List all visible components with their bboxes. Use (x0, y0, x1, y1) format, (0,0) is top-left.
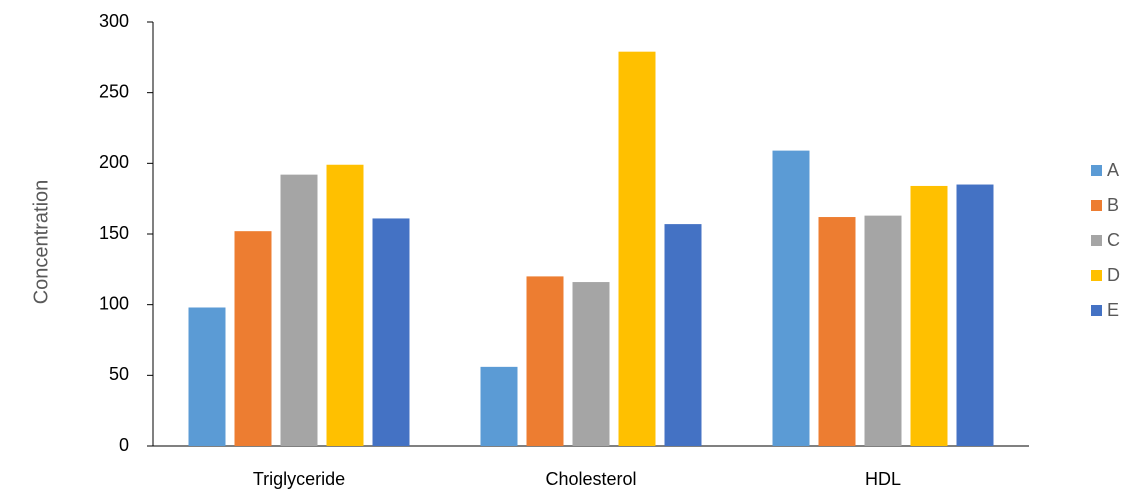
bar-A-HDL (772, 150, 810, 446)
bar-C-Cholesterol (572, 282, 610, 446)
bar-E-Triglyceride (372, 218, 410, 446)
y-tick-label: 150 (99, 223, 129, 243)
y-tick-label: 50 (109, 364, 129, 384)
bar-C-HDL (864, 215, 902, 446)
y-axis-label: Concentration (30, 180, 52, 305)
legend-label-E: E (1107, 300, 1119, 320)
y-tick-label: 250 (99, 81, 129, 101)
bar-B-Triglyceride (234, 231, 272, 446)
legend-swatch-E (1091, 305, 1102, 316)
legend-label-D: D (1107, 265, 1120, 285)
y-tick-label: 200 (99, 152, 129, 172)
bar-C-Triglyceride (280, 174, 318, 446)
x-category-label: Cholesterol (545, 469, 636, 489)
bar-B-HDL (818, 217, 856, 446)
legend-swatch-D (1091, 270, 1102, 281)
legend-label-B: B (1107, 195, 1119, 215)
x-axis: Triglyceride Cholesterol HDL (153, 445, 1029, 489)
bar-D-Triglyceride (326, 164, 364, 446)
bar-D-Cholesterol (618, 51, 656, 447)
legend-swatch-C (1091, 235, 1102, 246)
bar-A-Cholesterol (480, 366, 518, 446)
y-tick-label: 100 (99, 293, 129, 313)
y-tick-label: 0 (119, 435, 129, 455)
bar-D-HDL (910, 185, 948, 447)
y-axis: 0 50 100 150 200 250 300 (99, 11, 154, 455)
bar-E-Cholesterol (664, 224, 702, 446)
y-tick-label: 300 (99, 11, 129, 31)
bar-E-HDL (956, 184, 994, 447)
bar-A-Triglyceride (188, 307, 226, 446)
legend-swatch-A (1091, 165, 1102, 176)
legend-label-C: C (1107, 230, 1120, 250)
bar-B-Cholesterol (526, 276, 564, 446)
legend-swatch-B (1091, 200, 1102, 211)
x-category-label: Triglyceride (253, 469, 345, 489)
legend-label-A: A (1107, 160, 1119, 180)
bars (188, 51, 994, 447)
x-category-label: HDL (865, 469, 901, 489)
